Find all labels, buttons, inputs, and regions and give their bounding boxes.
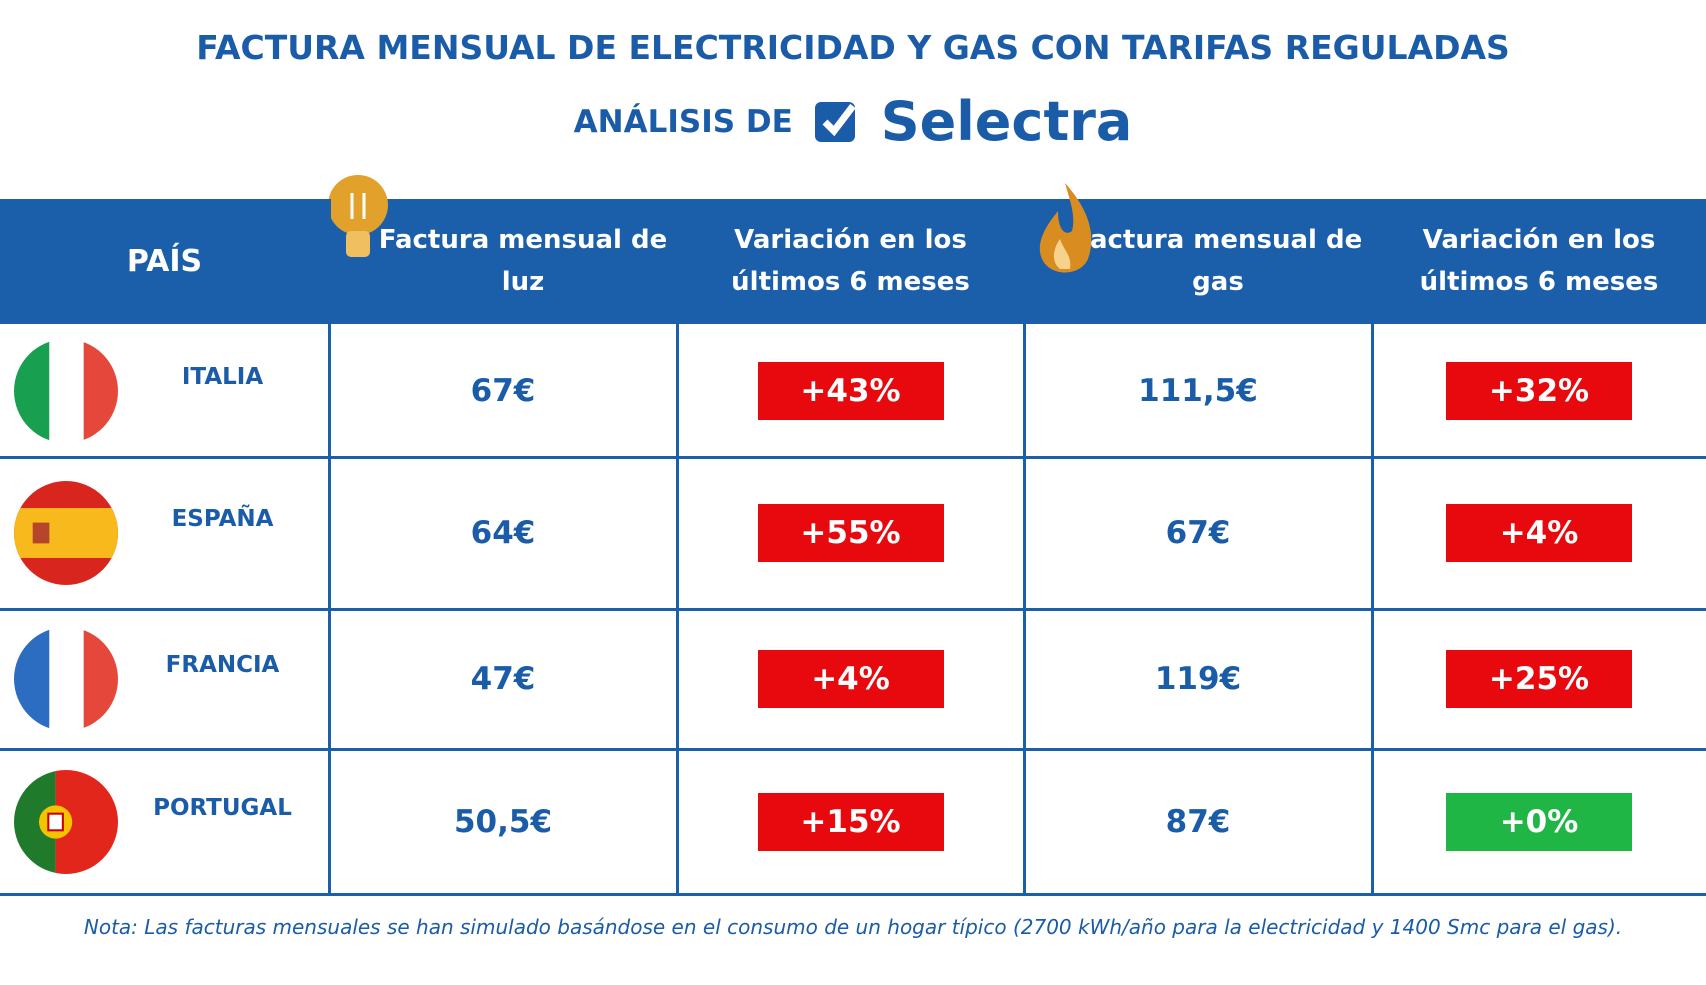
cell: 119€ xyxy=(1154,661,1242,697)
cell: 67€ xyxy=(470,372,536,409)
row-divider xyxy=(0,748,1706,751)
column-divider xyxy=(1371,199,1374,896)
flag xyxy=(14,338,118,443)
flag xyxy=(14,481,118,585)
cell: +4% xyxy=(1372,457,1706,609)
brand: Selectra xyxy=(880,90,1133,153)
column-divider xyxy=(1023,199,1026,896)
column-divider xyxy=(676,199,679,896)
variation-badge: +32% xyxy=(1446,361,1632,420)
cell: +32% xyxy=(1372,324,1706,457)
column-header: Factura mensual de luz xyxy=(378,224,668,297)
cell: 87€ xyxy=(1165,803,1231,840)
row-divider xyxy=(0,608,1706,611)
table-header: PAÍS Factura mensual de luz Variación en l… xyxy=(0,175,1706,324)
cell: +15% xyxy=(677,749,1024,894)
variation-badge: +25% xyxy=(1446,650,1632,708)
flag xyxy=(14,769,118,874)
cell: +4% xyxy=(677,609,1024,749)
variation-badge: +15% xyxy=(757,792,944,851)
cell: +0% xyxy=(1372,749,1706,894)
cell: 111,5€ xyxy=(1138,372,1258,409)
cell: +43% xyxy=(677,324,1024,457)
row-divider xyxy=(0,893,1706,896)
cell: 50,5€ xyxy=(453,803,553,840)
title: FACTURA MENSUAL DE ELECTRICIDAD Y GAS CO… xyxy=(196,28,1510,67)
country-name: ITALIA xyxy=(181,363,264,390)
country-name: ESPAÑA xyxy=(171,506,274,532)
column-header: PAÍS xyxy=(126,243,203,279)
brand-logo xyxy=(814,101,856,142)
variation-badge: +4% xyxy=(1446,504,1632,562)
flag xyxy=(14,627,118,731)
cell: 47€ xyxy=(470,661,536,697)
column-header: Variación en los últimos 6 meses xyxy=(1419,224,1659,297)
country-name: PORTUGAL xyxy=(153,794,292,821)
cell: 64€ xyxy=(470,515,536,551)
column-header: Factura mensual de gas xyxy=(1073,224,1363,297)
row-divider xyxy=(0,456,1706,459)
cell: +55% xyxy=(677,457,1024,609)
cell: 67€ xyxy=(1165,515,1231,551)
column-divider xyxy=(328,199,331,896)
variation-badge: +0% xyxy=(1446,792,1632,851)
cell: +25% xyxy=(1372,609,1706,749)
variation-badge: +43% xyxy=(757,361,944,420)
subtitle-row: ANÁLISIS DE Selectra xyxy=(0,90,1706,153)
note: Nota: Las facturas mensuales se han simu… xyxy=(83,915,1623,939)
flame-icon xyxy=(1039,183,1092,273)
variation-badge: +4% xyxy=(757,650,944,708)
bulb-icon xyxy=(328,175,388,257)
country-name: FRANCIA xyxy=(165,652,280,678)
column-header: Variación en los últimos 6 meses xyxy=(731,224,970,297)
subtitle: ANÁLISIS DE xyxy=(573,103,793,140)
variation-badge: +55% xyxy=(757,504,944,562)
